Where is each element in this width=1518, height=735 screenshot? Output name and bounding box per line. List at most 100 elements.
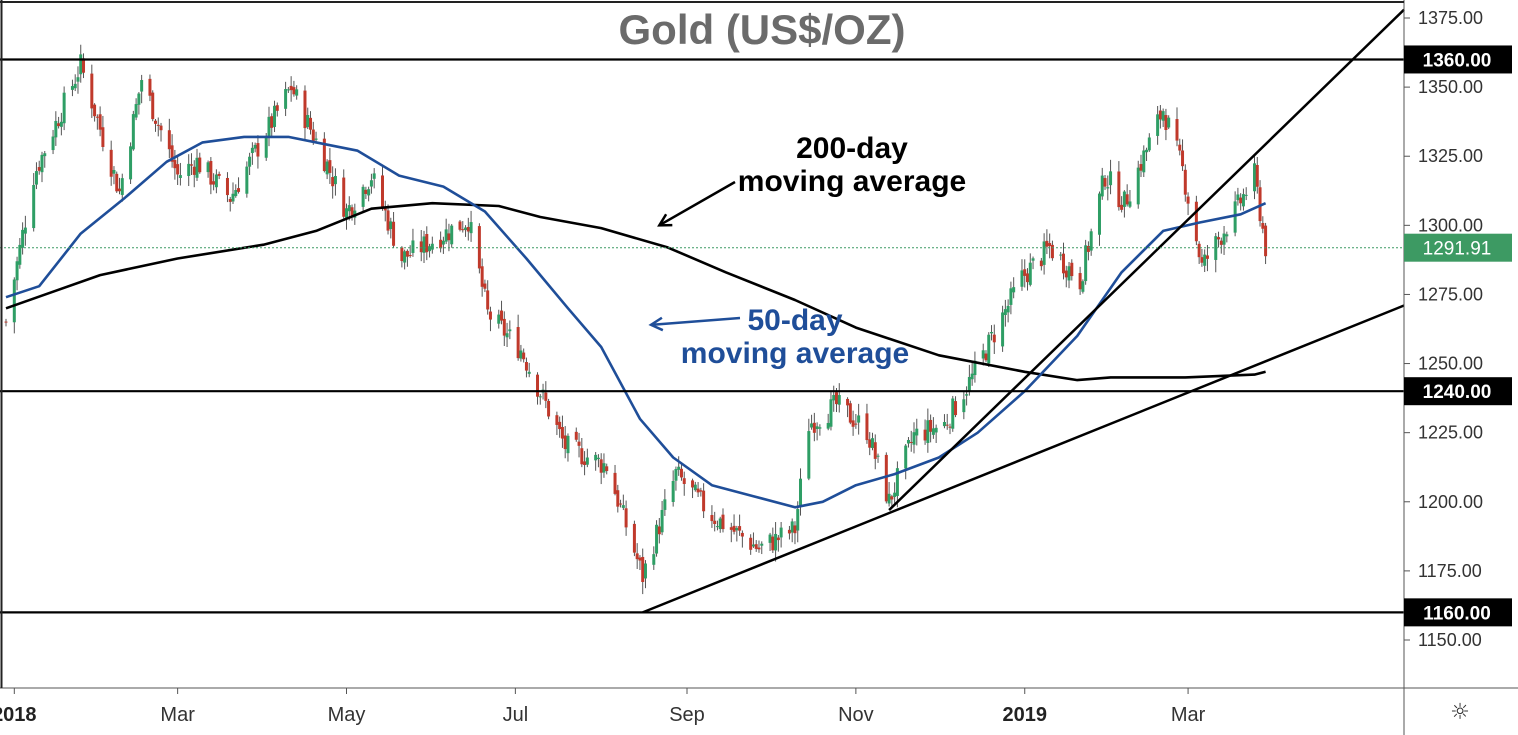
candle xyxy=(1183,164,1187,202)
candle xyxy=(441,236,445,254)
candle xyxy=(250,142,254,165)
candle xyxy=(585,448,589,468)
candle xyxy=(1139,154,1143,178)
candle xyxy=(447,223,451,252)
chart-title: Gold (US$/OZ) xyxy=(619,6,906,53)
candle xyxy=(1097,191,1101,246)
candle xyxy=(926,408,930,453)
candle xyxy=(965,386,969,406)
candle xyxy=(524,357,528,378)
candle xyxy=(790,518,794,543)
candle xyxy=(408,245,412,258)
candle xyxy=(547,398,551,420)
candle xyxy=(738,514,742,536)
candle xyxy=(1156,105,1160,145)
candle xyxy=(369,173,373,194)
candle xyxy=(696,482,700,498)
candle xyxy=(774,522,778,562)
candle xyxy=(228,196,232,212)
candle xyxy=(1255,156,1259,194)
candle xyxy=(131,110,135,151)
candle xyxy=(292,80,296,97)
candle xyxy=(1059,251,1063,261)
candle xyxy=(962,392,966,420)
candle xyxy=(760,541,764,555)
price-axis[interactable]: 1375.00 1350.00 1325.00 1300.00 1275.00 1250.… xyxy=(1404,8,1483,650)
candle xyxy=(380,165,384,211)
candle xyxy=(256,135,260,169)
candle xyxy=(909,430,913,452)
x-tick-label: 2019 xyxy=(1002,704,1047,726)
candle xyxy=(151,90,155,122)
candle xyxy=(450,224,454,248)
candle xyxy=(367,186,371,202)
candle xyxy=(389,217,393,239)
candle xyxy=(405,249,409,267)
x-tick-label: 2018 xyxy=(0,704,37,726)
annotation-text: moving average xyxy=(738,165,966,198)
candle xyxy=(870,432,874,451)
candle xyxy=(799,468,803,516)
candle xyxy=(483,279,487,293)
candle xyxy=(893,482,897,505)
candle xyxy=(1106,175,1110,201)
candle xyxy=(79,44,83,83)
candle xyxy=(284,81,288,117)
candle xyxy=(846,397,850,418)
candle xyxy=(583,451,587,476)
candle xyxy=(148,74,152,102)
candle xyxy=(129,142,133,184)
y-tick-label: 1300.00 xyxy=(1418,215,1483,235)
candle xyxy=(189,153,193,176)
candle xyxy=(70,79,74,97)
x-tick-label: Mar xyxy=(1171,704,1206,726)
candle xyxy=(1161,108,1165,127)
candle xyxy=(865,403,869,444)
candle xyxy=(544,381,548,409)
candle xyxy=(1200,248,1204,267)
candle xyxy=(1028,253,1032,287)
candle xyxy=(929,414,933,443)
candle xyxy=(1012,277,1016,299)
candle xyxy=(1164,108,1168,141)
candle xyxy=(170,134,174,168)
candle xyxy=(4,318,8,327)
candle xyxy=(286,87,290,93)
candle xyxy=(1084,239,1088,285)
candle xyxy=(505,322,509,347)
time-axis[interactable]: 2018 Mar May Jul Sep Nov 2019 Mar xyxy=(0,688,1206,726)
candle xyxy=(663,489,667,516)
candle xyxy=(854,413,858,429)
annotation-text: moving average xyxy=(681,337,909,370)
candle xyxy=(137,92,141,115)
candle xyxy=(635,543,639,569)
candle xyxy=(461,221,465,233)
candle xyxy=(270,113,274,138)
candle xyxy=(115,171,119,193)
candle xyxy=(267,106,271,147)
horizontal-levels xyxy=(0,58,1404,614)
candle xyxy=(655,520,659,557)
y-tick-label: 1175.00 xyxy=(1418,561,1482,581)
gear-icon[interactable]: ☼ xyxy=(1450,700,1470,725)
candle xyxy=(942,414,946,429)
candle xyxy=(95,114,99,130)
candle xyxy=(643,560,647,589)
candle xyxy=(101,115,105,152)
candle xyxy=(1120,196,1124,213)
candle xyxy=(826,413,830,431)
candle xyxy=(594,452,598,471)
trend-line-1 xyxy=(642,304,1405,614)
candle xyxy=(109,140,113,186)
candle xyxy=(868,432,872,456)
y-tick-label: 1325.00 xyxy=(1418,146,1483,166)
candle xyxy=(624,500,628,536)
candle xyxy=(93,103,97,122)
candle xyxy=(740,530,744,548)
candle xyxy=(1117,161,1121,211)
candle xyxy=(536,372,540,405)
candle xyxy=(660,500,664,536)
candle xyxy=(923,419,927,445)
candle xyxy=(616,484,620,513)
